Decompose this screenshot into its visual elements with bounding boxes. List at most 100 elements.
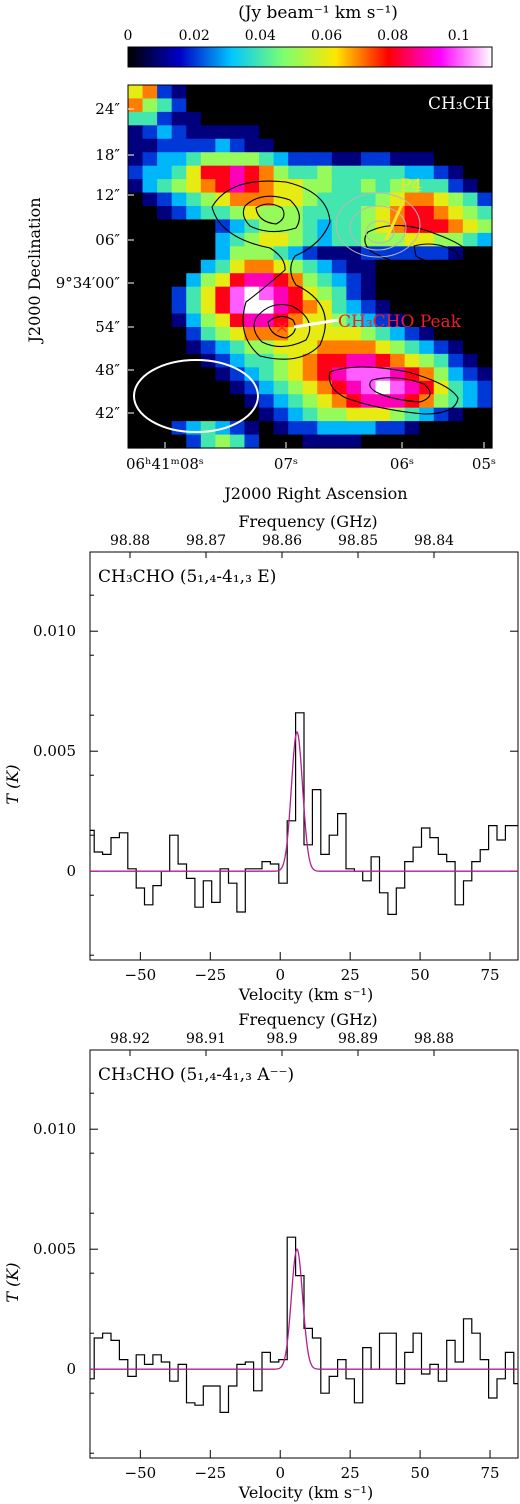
map-pixel bbox=[186, 300, 202, 315]
map-pixel bbox=[390, 327, 406, 342]
map-pixel bbox=[477, 394, 493, 409]
map-pixel bbox=[462, 273, 479, 288]
map-pixel bbox=[302, 85, 318, 100]
map-pixel bbox=[419, 421, 435, 436]
map-pixel bbox=[244, 327, 260, 342]
map-pixel bbox=[302, 380, 318, 395]
map-pixel bbox=[186, 273, 202, 288]
map-pixel bbox=[186, 340, 202, 355]
map-pixel bbox=[157, 152, 173, 167]
map-pixel bbox=[288, 421, 304, 436]
map-pixel bbox=[157, 111, 173, 126]
map-pixel bbox=[419, 286, 435, 301]
map-pixel bbox=[448, 179, 464, 194]
map-pixel bbox=[259, 407, 275, 422]
map-pixel bbox=[157, 192, 173, 207]
x-tick-label: 0 bbox=[275, 966, 285, 984]
map-pixel bbox=[477, 367, 493, 382]
map-pixel bbox=[462, 111, 479, 126]
map-pixel bbox=[186, 165, 202, 180]
map-pixel bbox=[390, 421, 406, 436]
map-pixel bbox=[128, 273, 144, 288]
map-pixel bbox=[157, 98, 173, 113]
map-pixel bbox=[433, 111, 449, 126]
map-pixel bbox=[331, 98, 347, 113]
map-x-tick-label: 06ʰ41ᵐ08ˢ bbox=[126, 455, 204, 473]
map-pixel bbox=[273, 273, 289, 288]
map-pixel bbox=[171, 313, 187, 328]
map-pixel bbox=[477, 313, 493, 328]
map-pixel bbox=[302, 192, 318, 207]
map-pixel bbox=[229, 394, 246, 409]
map-pixel bbox=[331, 353, 347, 368]
map-pixel bbox=[404, 313, 420, 328]
map-pixel bbox=[215, 111, 231, 126]
map-pixel bbox=[302, 300, 318, 315]
spectrum-fit-line bbox=[90, 1248, 518, 1370]
spectrum-title: CH₃CHO (5₁,₄-4₁,₃ A⁻⁻) bbox=[98, 1065, 294, 1085]
map-pixel bbox=[229, 340, 246, 355]
map-pixel bbox=[477, 125, 493, 140]
map-pixel bbox=[477, 98, 493, 113]
x-axis-label: Velocity (km s⁻¹) bbox=[238, 985, 373, 1004]
map-pixel bbox=[244, 125, 260, 140]
map-pixel bbox=[142, 286, 158, 301]
map-pixel bbox=[142, 246, 158, 261]
map-pixel bbox=[288, 367, 304, 382]
map-pixel bbox=[462, 206, 479, 221]
map-pixel bbox=[229, 273, 246, 288]
spectrum-step-line bbox=[90, 712, 518, 915]
map-pixel bbox=[171, 111, 187, 126]
map-pixel bbox=[317, 98, 333, 113]
map-pixel bbox=[448, 232, 464, 247]
map-pixel bbox=[259, 165, 275, 180]
map-pixel bbox=[186, 98, 202, 113]
map-pixel bbox=[477, 152, 493, 167]
map-pixel bbox=[215, 98, 231, 113]
map-pixel bbox=[186, 125, 202, 140]
map-pixel bbox=[229, 206, 246, 221]
map-pixel bbox=[375, 286, 391, 301]
contour-p4-outer bbox=[364, 224, 476, 275]
map-pixel bbox=[259, 380, 275, 395]
map-pixel bbox=[390, 313, 406, 328]
map-pixel bbox=[317, 192, 333, 207]
map-pixel bbox=[200, 340, 216, 355]
map-x-tick-label: 06ˢ bbox=[390, 455, 414, 473]
map-pixel bbox=[171, 192, 187, 207]
frequency-tick-label: 98.88 bbox=[110, 533, 150, 549]
map-pixel bbox=[215, 85, 231, 100]
map-pixel bbox=[273, 125, 289, 140]
map-pixel bbox=[390, 434, 406, 449]
map-pixel bbox=[229, 165, 246, 180]
map-pixel bbox=[200, 98, 216, 113]
map-pixel bbox=[302, 219, 318, 234]
map-pixel bbox=[244, 313, 260, 328]
map-pixel bbox=[157, 179, 173, 194]
map-pixel bbox=[273, 179, 289, 194]
map-pixel bbox=[244, 246, 260, 261]
map-pixel bbox=[317, 407, 333, 422]
map-pixel bbox=[433, 98, 449, 113]
map-pixel bbox=[142, 367, 158, 382]
map-pixel bbox=[390, 300, 406, 315]
peak-label: CH₃CHO Peak bbox=[338, 312, 462, 332]
map-pixel bbox=[404, 407, 420, 422]
map-pixel bbox=[433, 206, 449, 221]
map-pixel bbox=[346, 206, 362, 221]
map-pixel bbox=[360, 434, 377, 449]
map-pixel bbox=[331, 394, 347, 409]
map-pixel bbox=[462, 152, 479, 167]
map-pixel bbox=[259, 286, 275, 301]
map-pixel bbox=[360, 152, 377, 167]
map-pixel bbox=[200, 192, 216, 207]
map-pixel bbox=[157, 125, 173, 140]
frequency-tick-label: 98.86 bbox=[262, 533, 302, 549]
map-pixel bbox=[229, 353, 246, 368]
map-pixel bbox=[229, 434, 246, 449]
map-pixel bbox=[142, 192, 158, 207]
map-pixel bbox=[448, 394, 464, 409]
map-pixel bbox=[200, 394, 216, 409]
map-pixel bbox=[142, 313, 158, 328]
map-pixel bbox=[157, 206, 173, 221]
